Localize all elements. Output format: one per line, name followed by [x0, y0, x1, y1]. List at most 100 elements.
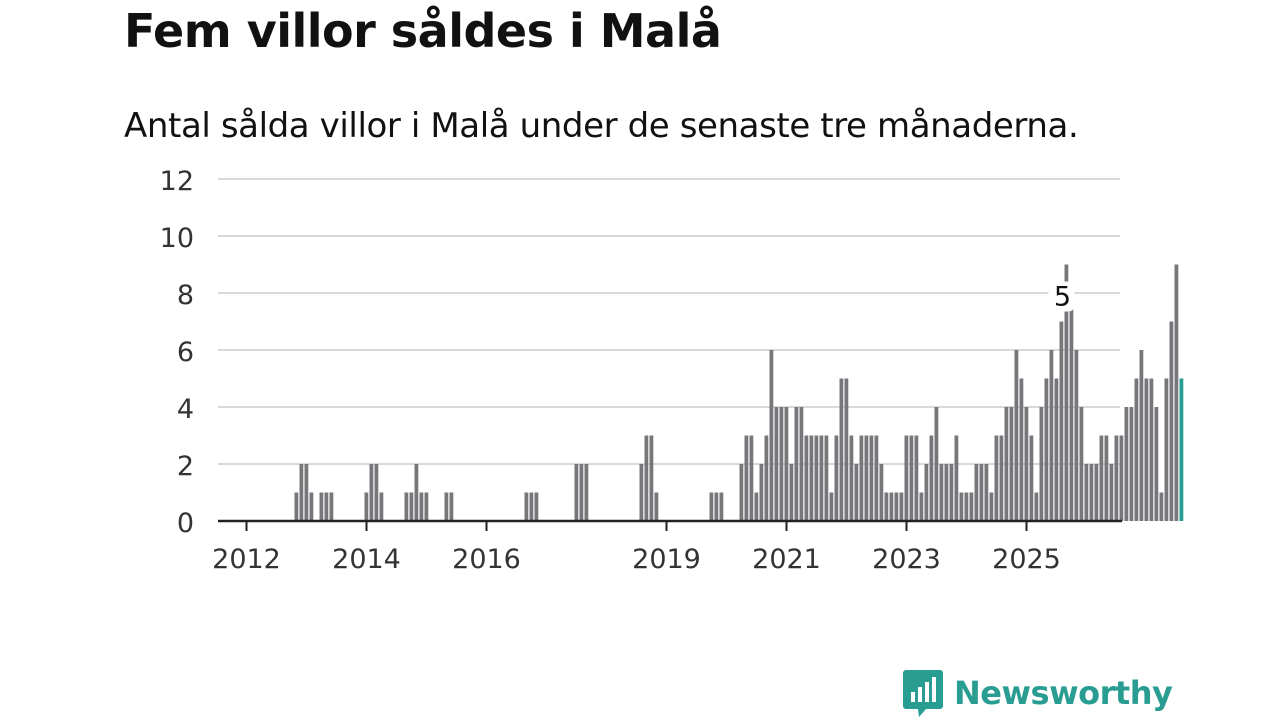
bar	[1154, 407, 1159, 521]
y-tick-label: 8	[177, 280, 194, 311]
bar	[369, 464, 374, 521]
brand-name: Newsworthy	[954, 674, 1173, 712]
bar	[1019, 378, 1024, 521]
bar	[1104, 435, 1109, 521]
bar	[709, 492, 714, 521]
y-tick-label: 12	[160, 166, 194, 197]
bar	[1054, 378, 1059, 521]
bar	[319, 492, 324, 521]
bar	[574, 464, 579, 521]
bar	[794, 407, 799, 521]
bar	[909, 435, 914, 521]
bar	[804, 435, 809, 521]
bar	[409, 492, 414, 521]
bar	[304, 464, 309, 521]
bar	[1094, 464, 1099, 521]
bar	[294, 492, 299, 521]
bar	[759, 464, 764, 521]
bar	[899, 492, 904, 521]
chart-subtitle: Antal sålda villor i Malå under de senas…	[124, 106, 1079, 146]
bar	[834, 435, 839, 521]
bar	[864, 435, 869, 521]
bar	[719, 492, 724, 521]
bar	[764, 435, 769, 521]
x-tick-label: 2025	[992, 544, 1061, 575]
bar	[524, 492, 529, 521]
bar	[769, 350, 774, 521]
bar	[1139, 350, 1144, 521]
bar	[639, 464, 644, 521]
bar	[784, 407, 789, 521]
bar	[844, 378, 849, 521]
bar	[1114, 435, 1119, 521]
bar	[924, 464, 929, 521]
bar	[1109, 464, 1114, 521]
bar	[584, 464, 589, 521]
bar	[714, 492, 719, 521]
bar	[1069, 293, 1074, 521]
y-tick-label: 10	[160, 223, 194, 254]
bar	[1159, 492, 1164, 521]
bar	[1144, 378, 1149, 521]
bar	[1014, 350, 1019, 521]
bar	[1169, 321, 1174, 521]
bar	[1164, 378, 1169, 521]
bar	[859, 435, 864, 521]
y-axis: 0 2 4 6 8 10 12	[160, 166, 194, 539]
bar	[1064, 264, 1069, 521]
bar	[959, 492, 964, 521]
y-tick-label: 6	[177, 337, 194, 368]
bar	[809, 435, 814, 521]
bar	[379, 492, 384, 521]
bar	[739, 464, 744, 521]
bar	[814, 435, 819, 521]
bar	[1079, 407, 1084, 521]
bar	[854, 464, 859, 521]
bar	[1099, 435, 1104, 521]
annotation-background	[1048, 281, 1075, 312]
bar	[799, 407, 804, 521]
bar	[1034, 492, 1039, 521]
x-tick-label: 2012	[212, 544, 281, 575]
x-tick-label: 2016	[452, 544, 521, 575]
bar	[774, 407, 779, 521]
bar	[919, 492, 924, 521]
last-value-annotation: 5	[1048, 281, 1075, 313]
bar	[824, 435, 829, 521]
grid-lines	[218, 178, 1120, 465]
bar	[744, 435, 749, 521]
bar	[1129, 407, 1134, 521]
bar	[849, 435, 854, 521]
bar	[309, 492, 314, 521]
brand: Newsworthy	[902, 668, 1173, 718]
y-tick-label: 2	[177, 451, 194, 482]
bar	[324, 492, 329, 521]
bar	[954, 435, 959, 521]
bar	[1134, 378, 1139, 521]
y-tick-label: 0	[177, 508, 194, 539]
bar-series	[294, 264, 1184, 521]
bar	[819, 435, 824, 521]
chart-title: Fem villor såldes i Malå	[124, 4, 722, 58]
bar	[534, 492, 539, 521]
bar	[444, 492, 449, 521]
bar	[1174, 264, 1179, 521]
bar	[1004, 407, 1009, 521]
bar	[984, 464, 989, 521]
bar	[939, 464, 944, 521]
bar	[884, 492, 889, 521]
bar	[299, 464, 304, 521]
bar	[879, 464, 884, 521]
bar	[749, 435, 754, 521]
bar	[989, 492, 994, 521]
bar	[329, 492, 334, 521]
bar	[424, 492, 429, 521]
bar	[874, 435, 879, 521]
x-tick-label: 2023	[872, 544, 941, 575]
bar	[894, 492, 899, 521]
x-axis: 2012 2014 2016 2019 2021 2023 2025	[212, 519, 1122, 575]
bar	[1059, 321, 1064, 521]
bar	[449, 492, 454, 521]
y-tick-label: 4	[177, 394, 194, 425]
